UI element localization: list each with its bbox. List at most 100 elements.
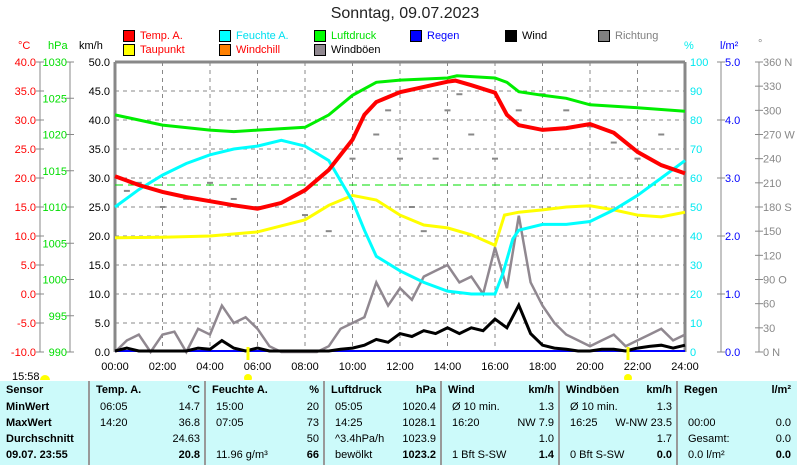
table-cell: Windböen	[566, 384, 620, 396]
table-cell: 73	[306, 417, 319, 429]
sunrise-sun-icon	[244, 374, 252, 380]
x-axis-tick-label: 18:00	[529, 361, 557, 373]
table-cell: l/m²	[771, 384, 791, 396]
table-cell: 1.3	[538, 401, 554, 413]
temp-axis-tick-label: 5.0	[21, 260, 36, 272]
table-cell: 50	[306, 433, 319, 445]
legend-item-feuchte-a-: Feuchte A.	[219, 30, 289, 42]
direction-mark	[325, 230, 332, 233]
table-column-5: Windböen km/h Ø 10 min. 1.3 16:25 W-NW 23.5 1.…	[560, 381, 676, 465]
table-cell: MinWert	[6, 401, 50, 413]
legend-label: Wind	[522, 30, 548, 42]
table-cell: hPa	[415, 384, 436, 396]
table-column-6: Regen l/m² 00:00 0.0 Gesamt: 0.0 0.0 l/m² 0.0	[678, 381, 795, 465]
series-gusts	[114, 215, 686, 355]
table-cell: Durchschnitt	[6, 433, 74, 445]
legend-swatch	[314, 44, 326, 56]
table-cell: 20.8	[178, 449, 200, 461]
table-cell: 20	[306, 401, 319, 413]
legend-label: Windböen	[331, 44, 381, 56]
legend-item-temp-a-: Temp. A.	[123, 30, 183, 42]
rain-axis-tick-label: 5.0	[725, 57, 740, 69]
table-cell: Ø 10 min.	[452, 401, 500, 413]
humidity-axis-tick-label: 0	[690, 347, 696, 359]
table-column-0: Sensor MinWert MaxWert Durchschnitt 09.07. 2…	[0, 381, 88, 465]
temp-axis-tick-label: -10.0	[11, 347, 36, 359]
table-cell: NW 7.9	[517, 417, 554, 429]
table-cell: km/h	[646, 384, 672, 396]
table-cell: 1023.2	[402, 449, 436, 461]
pressure-axis-tick-label: 1000	[43, 275, 67, 287]
legend-item-richtung: Richtung	[598, 30, 658, 42]
table-cell: bewölkt	[335, 449, 373, 461]
table-cell: 0.0	[656, 449, 672, 461]
direction-mark	[468, 133, 475, 136]
pressure-axis-tick-label: 1030	[43, 57, 67, 69]
table-cell: Luftdruck	[331, 384, 382, 396]
direction-axis-tick-label: 360 N	[763, 57, 792, 69]
rain-axis-tick-label: 1.0	[725, 289, 740, 301]
table-cell: Gesamt:	[688, 433, 730, 445]
humidity-unit: %	[684, 40, 694, 52]
temp-axis-tick-label: 30.0	[15, 115, 36, 127]
legend-label: Luftdruck	[331, 30, 377, 42]
wind-axis-tick-label: 35.0	[89, 144, 110, 156]
wind-axis-tick-label: 25.0	[89, 202, 110, 214]
table-cell: 0 Bft S-SW	[570, 449, 625, 461]
rain-axis-tick-label: 2.0	[725, 231, 740, 243]
sunset-icon	[40, 375, 50, 380]
x-axis-tick-label: 02:00	[149, 361, 177, 373]
direction-mark	[302, 214, 308, 217]
column-divider	[558, 381, 560, 465]
column-divider	[440, 381, 442, 465]
table-cell: 14:20	[100, 417, 128, 429]
direction-mark	[444, 109, 451, 112]
direction-unit: °	[758, 38, 763, 50]
legend-item-regen: Regen	[410, 30, 459, 42]
pressure-axis-tick-label: 1015	[43, 166, 67, 178]
direction-axis-tick-label: 60	[763, 299, 775, 311]
legend-label: Feuchte A.	[236, 30, 289, 42]
table-cell: Regen	[684, 384, 718, 396]
chart-canvas: 40.0 35.0 30.0 25.0 20.0 15.0 10.0 5.0 0.0 -5.0 -1…	[11, 57, 795, 380]
temp-axis-tick-label: 25.0	[15, 144, 36, 156]
x-axis-tick-label: 20:00	[576, 361, 604, 373]
direction-mark	[385, 109, 392, 112]
table-cell: °C	[187, 384, 200, 396]
wind-axis-tick-label: 40.0	[89, 115, 110, 127]
wind-axis-tick-label: 5.0	[95, 318, 110, 330]
table-cell: 1.4	[538, 449, 554, 461]
direction-axis-tick-label: 150	[763, 226, 781, 238]
direction-mark	[349, 157, 356, 160]
direction-axis-tick-label: 180 S	[763, 202, 792, 214]
direction-mark	[207, 181, 213, 184]
x-axis-tick-label: 12:00	[386, 361, 414, 373]
humidity-axis-tick-label: 60	[690, 173, 702, 185]
sunset-sun-icon	[624, 374, 632, 380]
direction-mark	[159, 206, 166, 208]
temp-axis-tick-label: 35.0	[15, 86, 36, 98]
table-cell: 11.96 g/m³	[216, 449, 268, 461]
table-cell: 14:25	[335, 417, 363, 429]
table-cell: 07:05	[216, 417, 244, 429]
direction-axis-tick-label: 120	[763, 250, 781, 262]
pressure-axis-tick-label: 995	[49, 311, 67, 323]
table-cell: 36.8	[178, 417, 200, 429]
temp-axis-tick-label: -5.0	[17, 318, 36, 330]
table-cell: 1.7	[656, 433, 672, 445]
x-axis-tick-label: 08:00	[291, 361, 319, 373]
table-cell: 24.63	[172, 433, 200, 445]
humidity-axis-tick-label: 90	[690, 86, 702, 98]
legend-swatch	[314, 30, 326, 42]
table-cell: MaxWert	[6, 417, 52, 429]
table-cell: 1 Bft S-SW	[452, 449, 507, 461]
rain-axis-tick-label: 4.0	[725, 115, 740, 127]
direction-axis-tick-label: 240	[763, 154, 781, 166]
table-cell: 15:00	[216, 401, 244, 413]
legend-swatch	[219, 30, 231, 42]
legend-item-windböen: Windböen	[314, 44, 381, 56]
wind-axis-tick-label: 15.0	[89, 260, 110, 272]
humidity-axis-tick-label: 80	[690, 115, 702, 127]
direction-mark	[634, 157, 641, 160]
